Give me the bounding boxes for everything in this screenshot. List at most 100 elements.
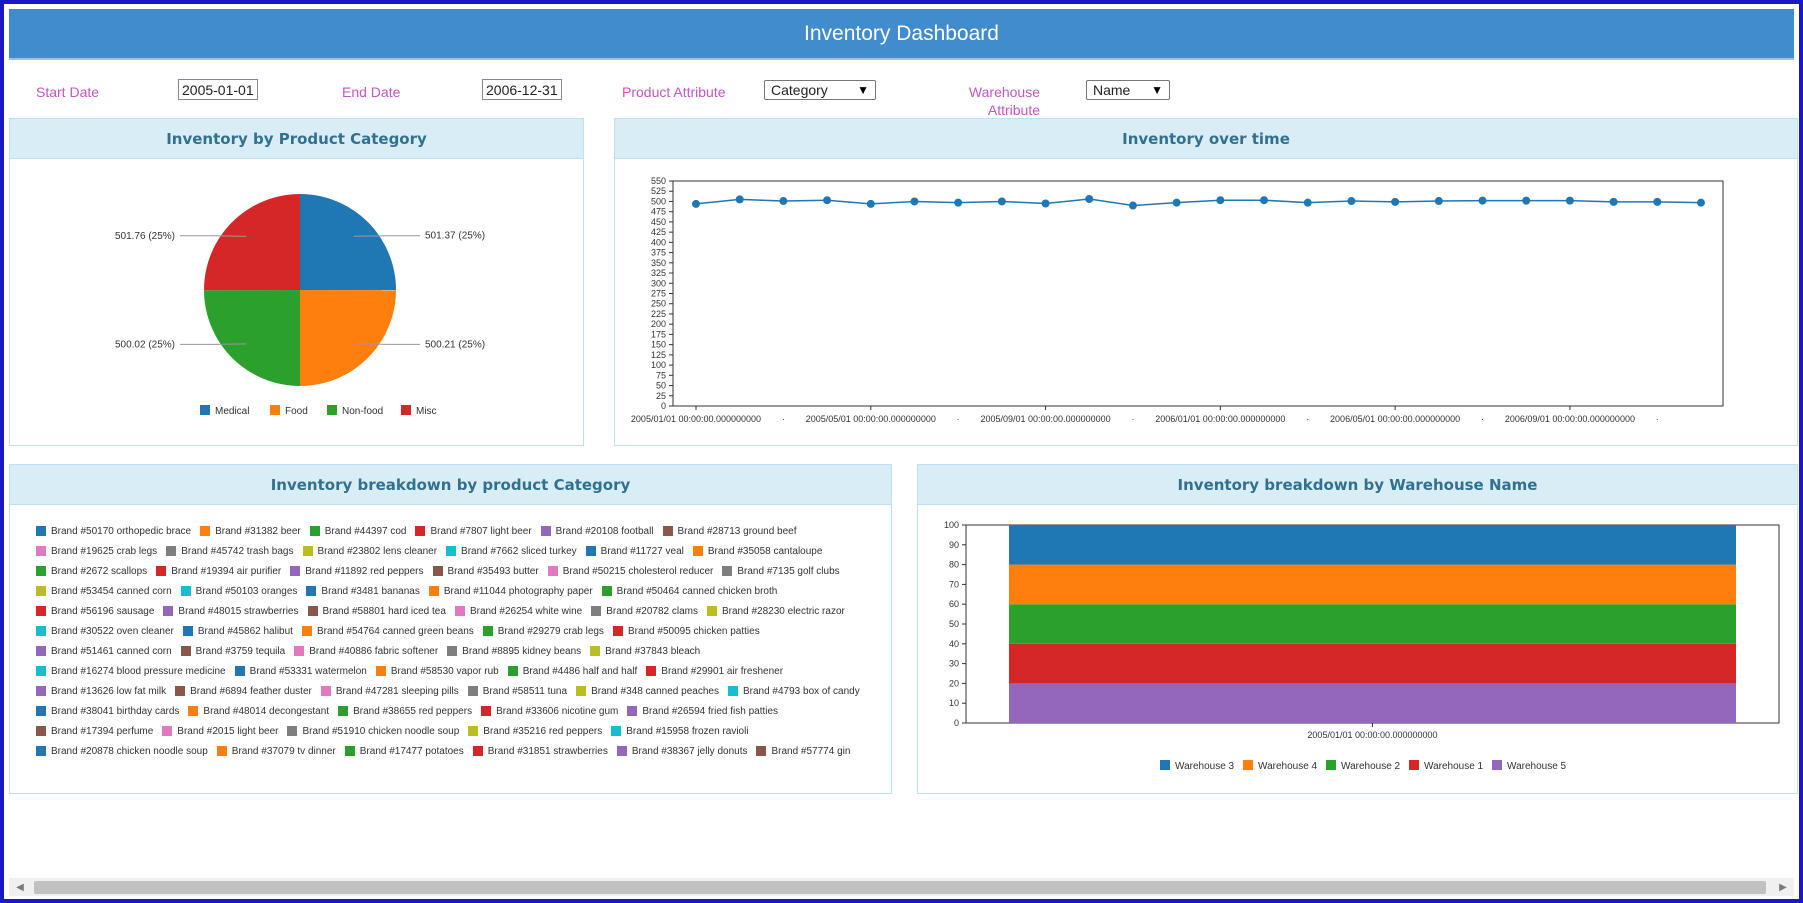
line-point[interactable] — [823, 196, 832, 205]
line-point[interactable] — [1653, 197, 1662, 206]
brand-legend-item[interactable]: Brand #37843 bleach — [590, 646, 700, 657]
brand-legend-item[interactable]: Brand #348 canned peaches — [576, 686, 719, 697]
scroll-right-icon[interactable]: ▶ — [1779, 881, 1787, 893]
brand-legend-item[interactable]: Brand #31382 beer — [200, 526, 301, 537]
brand-legend-item[interactable]: Brand #3759 tequila — [180, 646, 285, 657]
brand-legend-item[interactable]: Brand #40886 fabric softener — [294, 646, 438, 657]
brand-legend-item[interactable]: Brand #35493 butter — [432, 566, 539, 577]
end-date-input[interactable] — [482, 79, 562, 100]
brand-legend-item[interactable]: Brand #7662 sliced turkey — [446, 546, 577, 557]
warehouse-attribute-select[interactable]: Name ▼ — [1086, 80, 1170, 100]
brand-legend-item[interactable]: Brand #26594 fried fish patties — [627, 706, 778, 717]
line-point[interactable] — [1085, 195, 1094, 203]
pie-slice-food[interactable] — [300, 290, 396, 386]
line-point[interactable] — [779, 197, 788, 206]
brand-legend-item[interactable]: Brand #20878 chicken noodle soup — [36, 746, 208, 757]
brand-legend-item[interactable]: Brand #16274 blood pressure medicine — [36, 666, 226, 677]
brand-legend-item[interactable]: Brand #2672 scallops — [36, 566, 147, 577]
brand-legend-item[interactable]: Brand #11727 veal — [585, 546, 684, 557]
brand-legend-item[interactable]: Brand #58511 tuna — [467, 686, 567, 697]
product-attribute-select[interactable]: Category ▼ — [764, 80, 876, 100]
brand-legend-item[interactable]: Brand #7135 golf clubs — [722, 566, 840, 577]
scroll-left-icon[interactable]: ◀ — [16, 881, 24, 893]
brand-legend-item[interactable]: Brand #45742 trash bags — [166, 546, 294, 557]
line-point[interactable] — [1434, 197, 1443, 206]
brand-legend-item[interactable]: Brand #11044 photography paper — [428, 586, 593, 597]
brand-legend-item[interactable]: Brand #35058 cantaloupe — [692, 546, 822, 557]
brand-legend-item[interactable]: Brand #50464 canned chicken broth — [601, 586, 777, 597]
brand-legend-item[interactable]: Brand #38041 birthday cards — [36, 706, 179, 717]
brand-legend-item[interactable]: Brand #19625 crab legs — [36, 546, 157, 557]
brand-legend-item[interactable]: Brand #6894 feather duster — [175, 686, 312, 697]
brand-legend-item[interactable]: Brand #26254 white wine — [454, 606, 582, 617]
brand-legend-item[interactable]: Brand #37079 tv dinner — [216, 746, 336, 757]
brand-legend-item[interactable]: Brand #47281 sleeping pills — [320, 686, 459, 697]
line-point[interactable] — [1565, 196, 1574, 205]
line-point[interactable] — [735, 195, 744, 204]
brand-legend-item[interactable]: Brand #51910 chicken noodle soup — [287, 726, 459, 737]
brand-legend-item[interactable]: Brand #17477 potatoes — [344, 746, 464, 757]
brand-legend-item[interactable]: Brand #2015 light beer — [162, 726, 278, 737]
line-point[interactable] — [1347, 197, 1356, 206]
line-point[interactable] — [1478, 196, 1487, 205]
brand-legend-item[interactable]: Brand #38367 jelly donuts — [616, 746, 747, 757]
bar-segment-warehouse-2[interactable] — [1009, 604, 1736, 644]
brand-legend-item[interactable]: Brand #48015 strawberries — [163, 606, 299, 617]
horizontal-scrollbar[interactable]: ◀ ▶ — [9, 878, 1794, 896]
brand-legend-item[interactable]: Brand #58801 hard iced tea — [307, 606, 446, 617]
line-point[interactable] — [1260, 196, 1269, 205]
line-point[interactable] — [1697, 198, 1705, 207]
line-point[interactable] — [1172, 198, 1181, 207]
line-point[interactable] — [954, 198, 963, 207]
brand-legend-item[interactable]: Brand #51461 canned corn — [36, 646, 172, 657]
line-point[interactable] — [910, 197, 919, 206]
line-point[interactable] — [692, 199, 700, 208]
brand-legend-item[interactable]: Brand #28230 electric razor — [706, 606, 845, 617]
bar-segment-warehouse-5[interactable] — [1009, 683, 1736, 723]
brand-legend-item[interactable]: Brand #20108 football — [540, 526, 654, 537]
brand-legend-item[interactable]: Brand #50170 orthopedic brace — [36, 526, 191, 537]
bar-segment-warehouse-3[interactable] — [1009, 525, 1736, 565]
brand-legend-item[interactable]: Brand #31851 strawberries — [472, 746, 608, 757]
pie-slice-non-food[interactable] — [204, 290, 301, 386]
brand-legend-item[interactable]: Brand #53331 watermelon — [234, 666, 367, 677]
line-point[interactable] — [1216, 196, 1225, 205]
start-date-input[interactable] — [178, 79, 258, 100]
brand-legend-item[interactable]: Brand #20782 clams — [591, 606, 698, 617]
brand-legend-item[interactable]: Brand #58530 vapor rub — [375, 666, 499, 677]
brand-legend-item[interactable]: Brand #44397 cod — [309, 526, 406, 537]
line-point[interactable] — [1609, 197, 1618, 206]
brand-legend-item[interactable]: Brand #11892 red peppers — [290, 566, 424, 577]
pie-slice-medical[interactable] — [300, 194, 396, 291]
brand-legend-item[interactable]: Brand #57774 gin — [756, 746, 850, 757]
brand-legend-item[interactable]: Brand #50095 chicken patties — [612, 626, 760, 637]
scrollbar-thumb[interactable] — [34, 881, 1766, 894]
line-point[interactable] — [1522, 196, 1531, 205]
line-point[interactable] — [1391, 197, 1400, 206]
bar-segment-warehouse-4[interactable] — [1009, 564, 1736, 605]
line-point[interactable] — [1041, 199, 1050, 208]
line-point[interactable] — [997, 197, 1006, 206]
brand-legend-item[interactable]: Brand #29901 air freshener — [646, 666, 783, 677]
brand-legend-item[interactable]: Brand #15958 frozen ravioli — [611, 726, 749, 737]
brand-legend-item[interactable]: Brand #19394 air purifier — [156, 566, 281, 577]
brand-legend-item[interactable]: Brand #4793 box of candy — [727, 686, 860, 697]
line-point[interactable] — [866, 199, 875, 208]
brand-legend-item[interactable]: Brand #33606 nicotine gum — [481, 706, 618, 717]
brand-legend-item[interactable]: Brand #38655 red peppers — [338, 706, 472, 717]
brand-legend-item[interactable]: Brand #56196 sausage — [36, 606, 154, 617]
brand-legend-item[interactable]: Brand #45862 halibut — [182, 626, 293, 637]
brand-legend-item[interactable]: Brand #35216 red peppers — [468, 726, 602, 737]
pie-slice-misc[interactable] — [204, 194, 300, 291]
brand-legend-item[interactable]: Brand #29279 crab legs — [482, 626, 604, 637]
brand-legend-item[interactable]: Brand #7807 light beer — [415, 526, 532, 537]
line-point[interactable] — [1303, 198, 1312, 207]
brand-legend-item[interactable]: Brand #4486 half and half — [507, 666, 637, 677]
brand-legend-item[interactable]: Brand #54764 canned green beans — [301, 626, 474, 637]
brand-legend-item[interactable]: Brand #28713 ground beef — [662, 526, 797, 537]
brand-legend-item[interactable]: Brand #50103 oranges — [180, 586, 297, 597]
brand-legend-item[interactable]: Brand #30522 oven cleaner — [36, 626, 174, 637]
brand-legend-item[interactable]: Brand #48014 decongestant — [188, 706, 329, 717]
brand-legend-item[interactable]: Brand #50215 cholesterol reducer — [547, 566, 713, 577]
brand-legend-item[interactable]: Brand #8895 kidney beans — [447, 646, 581, 657]
